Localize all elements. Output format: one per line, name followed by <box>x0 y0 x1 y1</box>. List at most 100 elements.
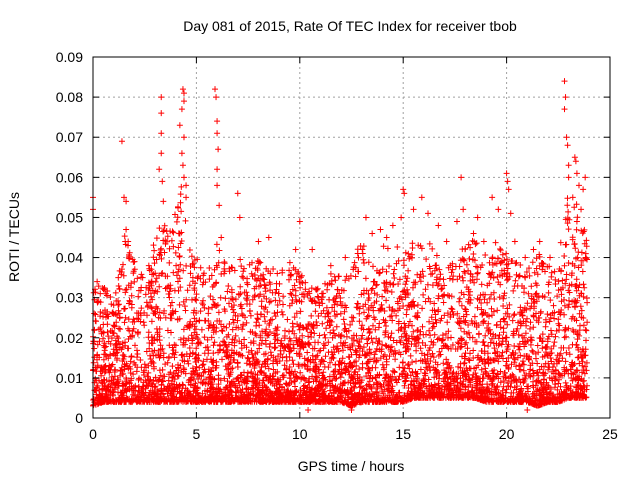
scatter-point <box>435 222 442 229</box>
scatter-point <box>504 178 511 185</box>
scatter-point <box>213 94 220 101</box>
scatter-point <box>265 234 272 241</box>
scatter-point <box>118 138 125 145</box>
scatter-point <box>180 134 187 141</box>
y-tick-label: 0.04 <box>56 250 83 266</box>
y-axis-label: ROTI / TECUs <box>6 192 22 282</box>
scatter-point <box>180 98 187 105</box>
scatter-point <box>575 182 582 189</box>
x-axis-label: GPS time / hours <box>298 458 405 474</box>
scatter-point <box>178 150 185 157</box>
scatter-point <box>214 130 221 137</box>
scatter-point <box>158 130 165 137</box>
x-tick-label: 10 <box>292 426 308 442</box>
y-tick-label: 0.02 <box>56 330 83 346</box>
scatter-point <box>400 186 407 193</box>
scatter-point <box>123 226 130 233</box>
scatter-point <box>573 170 580 177</box>
scatter-point <box>480 238 487 245</box>
y-tick-label: 0.09 <box>56 49 83 65</box>
scatter-point <box>562 94 569 101</box>
scatter-point <box>309 246 316 253</box>
scatter-points-dense <box>90 183 591 409</box>
scatter-point <box>524 406 531 413</box>
scatter-point <box>125 238 132 245</box>
scatter-point <box>561 78 568 85</box>
scatter-point <box>212 86 219 93</box>
scatter-point <box>156 166 163 173</box>
scatter-point <box>418 194 425 201</box>
scatter-point <box>354 250 361 257</box>
scatter-point <box>495 206 502 213</box>
scatter-point <box>214 118 221 125</box>
scatter-point <box>292 246 299 253</box>
scatter-point <box>183 194 190 201</box>
scatter-point <box>236 214 243 221</box>
scatter-point <box>547 254 554 261</box>
plot-frame <box>92 56 611 419</box>
scatter-point <box>458 174 465 181</box>
scatter-point <box>94 278 101 285</box>
chart-title: Day 081 of 2015, Rate Of TEC Index for r… <box>183 18 517 34</box>
scatter-point <box>342 254 349 261</box>
scatter-point <box>522 254 529 261</box>
scatter-point <box>398 214 405 221</box>
scatter-point <box>158 110 165 117</box>
scatter-point <box>511 238 518 245</box>
scatter-point <box>377 226 384 233</box>
y-tick-label: 0 <box>75 410 83 426</box>
scatter-point <box>453 218 460 225</box>
scatter-point <box>179 162 186 169</box>
scatter-point <box>123 198 130 205</box>
scatter-point <box>362 214 369 221</box>
x-tick-label: 5 <box>193 426 201 442</box>
scatter-point <box>159 178 166 185</box>
scatter-point <box>460 206 467 213</box>
scatter-point <box>158 150 165 157</box>
scatter-point <box>572 158 579 165</box>
scatter-point <box>565 162 572 169</box>
scatter-point <box>214 166 221 173</box>
scatter-point <box>582 174 589 181</box>
scatter-point <box>410 206 417 213</box>
scatter-point <box>564 142 571 149</box>
scatter-point <box>536 238 543 245</box>
scatter-point <box>369 230 376 237</box>
scatter-point <box>214 182 221 189</box>
scatter-point <box>216 202 223 209</box>
scatter-point <box>158 94 165 101</box>
y-tick-label: 0.06 <box>56 169 83 185</box>
data-points <box>90 78 591 413</box>
y-tick-label: 0.05 <box>56 209 83 225</box>
scatter-point <box>383 234 390 241</box>
scatter-point <box>563 134 570 141</box>
scatter-point <box>348 406 355 413</box>
x-tick-label: 0 <box>89 426 97 442</box>
scatter-point <box>180 174 187 181</box>
scatter-point <box>160 198 167 205</box>
scatter-point <box>183 182 190 189</box>
scatter-point <box>470 230 477 237</box>
scatter-point <box>145 262 152 269</box>
scatter-point <box>178 106 185 113</box>
scatter-point <box>425 210 432 217</box>
scatter-point <box>489 194 496 201</box>
scatter-point <box>255 238 262 245</box>
y-tick-label: 0.01 <box>56 370 83 386</box>
y-tick-label: 0.03 <box>56 290 83 306</box>
x-tick-label: 25 <box>602 426 618 442</box>
scatter-point <box>139 274 146 281</box>
scatter-point <box>578 206 585 213</box>
scatter-point <box>443 238 450 245</box>
scatter-point <box>97 290 104 297</box>
scatter-point <box>565 174 572 181</box>
axis-ticks: 0 5 10 15 20 25 0 0.01 0.02 0.03 0.04 0.05 0.06 0.07 0… <box>56 49 618 442</box>
scatter-point <box>530 246 537 253</box>
scatter-point <box>305 406 312 413</box>
scatter-point <box>571 154 578 161</box>
scatter-point <box>474 214 481 221</box>
scatter-point <box>573 218 580 225</box>
y-tick-label: 0.07 <box>56 129 83 145</box>
scatter-point <box>121 194 128 201</box>
